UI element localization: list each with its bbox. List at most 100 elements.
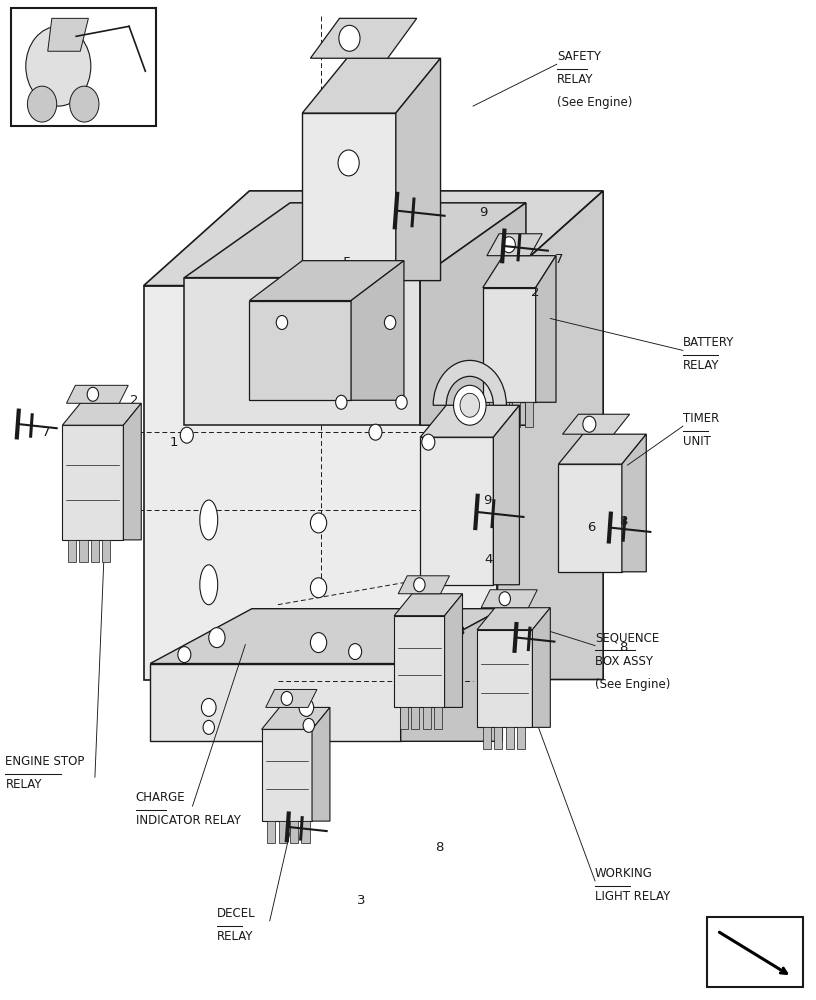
Wedge shape [433,360,507,405]
Text: ENGINE STOP: ENGINE STOP [6,755,85,768]
Circle shape [499,592,511,606]
Polygon shape [279,821,287,843]
Polygon shape [622,434,646,572]
Polygon shape [250,261,404,301]
Circle shape [303,718,314,732]
Polygon shape [150,664,401,741]
Circle shape [277,316,288,329]
Circle shape [202,698,216,716]
Polygon shape [102,540,110,562]
Polygon shape [144,286,498,680]
Text: RELAY: RELAY [217,930,254,943]
Text: 9: 9 [484,494,492,507]
Circle shape [69,86,99,122]
Polygon shape [66,385,128,403]
Ellipse shape [200,500,218,540]
Circle shape [180,427,193,443]
Text: DECEL: DECEL [217,907,255,920]
Circle shape [460,393,480,417]
Polygon shape [262,707,330,729]
Polygon shape [558,434,646,464]
Text: WORKING: WORKING [595,867,653,880]
Circle shape [454,385,486,425]
Polygon shape [262,729,312,821]
Text: 3: 3 [457,625,465,638]
Polygon shape [532,608,550,727]
Text: (See Engine): (See Engine) [557,96,632,109]
Circle shape [583,416,596,432]
Circle shape [299,698,313,716]
Circle shape [87,387,99,401]
Polygon shape [558,464,622,572]
Text: 3: 3 [357,894,366,907]
Circle shape [335,395,347,409]
Polygon shape [490,402,498,427]
Polygon shape [420,203,526,425]
Polygon shape [62,403,141,425]
Text: 9: 9 [480,206,488,219]
Polygon shape [526,402,533,427]
Text: BOX ASSY: BOX ASSY [595,655,653,668]
Circle shape [422,434,435,450]
Ellipse shape [200,565,218,605]
Polygon shape [351,261,404,400]
Polygon shape [394,594,463,616]
Polygon shape [396,58,441,281]
Polygon shape [411,707,419,729]
Text: 1: 1 [170,436,178,449]
Text: 8: 8 [619,641,628,654]
Text: 6: 6 [588,521,596,534]
Polygon shape [184,278,420,425]
Polygon shape [494,405,520,585]
Polygon shape [420,405,520,437]
Text: 8: 8 [435,841,443,854]
Polygon shape [184,203,526,278]
Polygon shape [483,288,535,402]
Polygon shape [144,191,603,286]
Polygon shape [477,630,532,727]
Polygon shape [506,727,514,749]
Polygon shape [394,616,445,707]
Polygon shape [535,256,556,402]
Polygon shape [501,402,509,427]
Polygon shape [150,609,503,664]
Polygon shape [62,425,123,540]
Text: CHARGE: CHARGE [135,791,185,804]
Polygon shape [401,609,503,741]
Circle shape [310,578,326,598]
Polygon shape [481,590,537,608]
Polygon shape [250,301,351,400]
Polygon shape [48,18,88,51]
Text: RELAY: RELAY [6,778,42,791]
Polygon shape [302,113,396,281]
Polygon shape [477,608,550,630]
Circle shape [339,25,360,51]
Circle shape [369,424,382,440]
Polygon shape [487,234,542,256]
Polygon shape [123,403,141,540]
Circle shape [282,691,292,705]
Polygon shape [434,707,442,729]
Text: UNIT: UNIT [683,435,711,448]
Text: 4: 4 [485,553,493,566]
Polygon shape [268,821,276,843]
Polygon shape [266,689,317,707]
Circle shape [310,633,326,653]
Polygon shape [562,414,630,434]
Polygon shape [398,576,450,594]
Circle shape [203,720,215,734]
Polygon shape [310,18,417,58]
Polygon shape [400,707,408,729]
Polygon shape [445,594,463,707]
Polygon shape [483,727,491,749]
Text: 2: 2 [530,286,539,299]
Text: LIGHT RELAY: LIGHT RELAY [595,890,670,903]
Polygon shape [290,821,298,843]
Polygon shape [301,821,309,843]
Polygon shape [498,191,603,680]
Circle shape [28,86,56,122]
Text: 2: 2 [130,394,138,407]
Polygon shape [312,707,330,821]
Circle shape [348,644,361,660]
Polygon shape [91,540,99,562]
